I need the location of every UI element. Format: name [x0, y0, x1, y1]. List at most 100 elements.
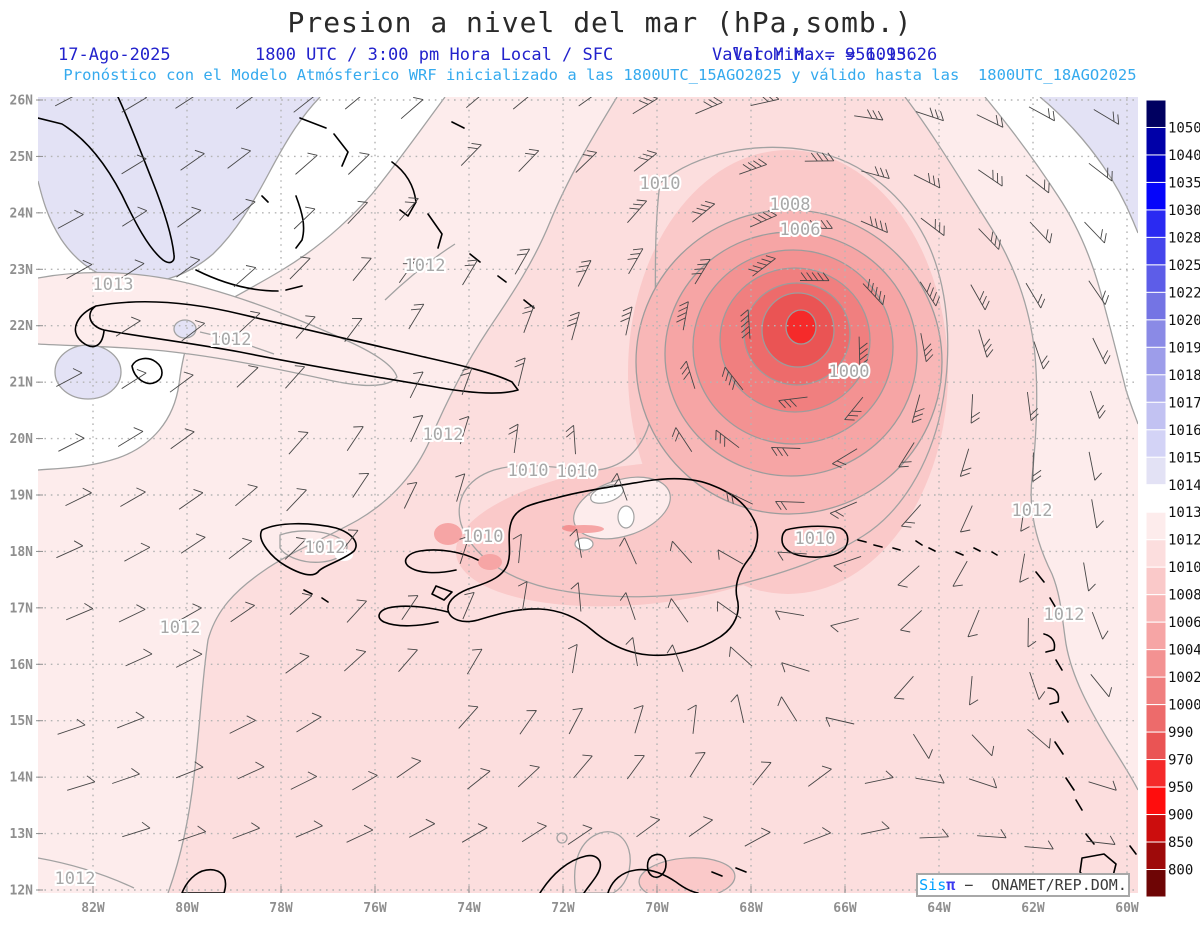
- wind-barb: [627, 248, 644, 275]
- wind-barb: [632, 97, 658, 115]
- wind-barb: [566, 311, 580, 341]
- wind-barb: [346, 426, 364, 451]
- wind-barb: [178, 825, 207, 842]
- wind-barb: [54, 97, 74, 107]
- wind-barb: [290, 771, 318, 790]
- contour-1012-sw: [38, 857, 135, 889]
- wind-barb: [459, 535, 470, 564]
- wind-barb: [897, 565, 920, 588]
- wind-barb: [121, 97, 147, 113]
- wind-barb: [978, 228, 1001, 250]
- wind-barb: [512, 97, 529, 110]
- lon-label: 78W: [269, 901, 293, 916]
- watermark-box: Sisπ − ONAMET/REP.DOM.: [916, 873, 1130, 897]
- wind-barb: [627, 199, 648, 223]
- wind-barb: [920, 217, 945, 236]
- colorbar-swatch: [1145, 181, 1167, 211]
- wind-barb: [1027, 728, 1051, 749]
- wind-barb: [238, 310, 261, 334]
- colorbar-swatch: [1145, 401, 1167, 431]
- wind-barb: [860, 821, 890, 835]
- wind-barb: [235, 484, 258, 507]
- wind-barb: [844, 396, 864, 421]
- model-init-line: Pronóstico con el Modelo Atmósferico WRF…: [63, 66, 1137, 84]
- colorbar-label: 1028: [1168, 230, 1200, 246]
- wind-barb: [175, 97, 194, 109]
- wind-barb: [898, 442, 915, 468]
- wind-barb: [455, 473, 466, 502]
- region-haiti-deep-1: [434, 523, 462, 545]
- wind-barb: [176, 256, 201, 278]
- colorbar-swatch: [1145, 319, 1167, 348]
- wind-barb: [977, 829, 1007, 839]
- wind-barb: [1090, 674, 1113, 698]
- wind-barb: [633, 705, 644, 734]
- contour-1014-ne: [1039, 97, 1138, 234]
- wind-barb: [121, 154, 147, 175]
- contour-1014-nw: [38, 97, 321, 284]
- wind-barb: [969, 676, 979, 706]
- wind-barb: [959, 505, 973, 533]
- wind-barb: [967, 609, 980, 638]
- colorbar-label: 1000: [1168, 698, 1200, 714]
- colorbar-label: 1025: [1168, 258, 1200, 274]
- wind-barb: [519, 710, 537, 735]
- wind-barb: [717, 549, 744, 565]
- lat-label: 14N: [10, 771, 34, 786]
- wind-barb: [1029, 671, 1046, 700]
- wind-barb: [1091, 611, 1109, 640]
- wind-barb: [293, 206, 316, 230]
- region-1014-nw: [38, 97, 320, 283]
- contour-label: 1012: [305, 538, 346, 558]
- wind-barb: [177, 206, 202, 228]
- wind-barb: [293, 97, 314, 113]
- wind-barb: [715, 429, 740, 449]
- colorbar-label: 1022: [1168, 285, 1200, 301]
- wind-barb: [461, 823, 488, 843]
- wind-barb: [971, 734, 995, 757]
- colorbar-label: 1002: [1168, 670, 1200, 686]
- colorbar-swatch: [1145, 456, 1167, 486]
- wind-barb: [517, 764, 540, 788]
- wind-barb: [352, 770, 378, 791]
- contour-1012-ne: [904, 97, 1138, 791]
- wind-barb: [1027, 617, 1037, 648]
- wind-barb: [346, 599, 367, 623]
- colorbar-swatch: [1145, 264, 1167, 293]
- wind-barb: [339, 529, 359, 554]
- wind-barb: [1092, 337, 1111, 365]
- wind-barb: [176, 603, 202, 623]
- wind-barb: [408, 303, 425, 330]
- wind-barb: [119, 259, 145, 280]
- lat-label: 15N: [10, 714, 34, 729]
- colorbar-label: 1018: [1168, 368, 1200, 384]
- wind-barb: [976, 114, 1004, 128]
- coastline-0: [38, 97, 175, 264]
- wind-barb: [688, 816, 713, 837]
- wind-barb: [911, 394, 925, 424]
- wind-barb: [669, 540, 693, 564]
- wind-barb: [829, 501, 857, 519]
- wind-barb: [729, 646, 753, 667]
- wind-barb: [1033, 341, 1050, 370]
- colorbar-label: 950: [1168, 780, 1193, 796]
- colorbar-label: 1012: [1168, 533, 1200, 549]
- wind-barb: [125, 648, 153, 667]
- region-1013-pocket-cuba: [38, 272, 397, 386]
- wind-barb: [978, 329, 994, 358]
- wind-barb: [1083, 562, 1096, 592]
- wind-barb: [514, 357, 526, 387]
- wind-barb: [568, 707, 583, 735]
- colorbar-swatch: [1145, 704, 1167, 733]
- wind-barb: [56, 540, 84, 559]
- wind-barb: [803, 827, 831, 844]
- wind-barb: [57, 209, 84, 229]
- contour-label: 1000: [829, 362, 870, 382]
- colorbar-swatch: [1145, 484, 1167, 513]
- wind-barb: [691, 258, 711, 285]
- colorbar-label: 800: [1168, 863, 1193, 879]
- wind-barb: [774, 610, 805, 620]
- colorbar-label: 1019: [1168, 340, 1200, 356]
- wind-barb: [56, 368, 83, 387]
- colorbar-label: 1017: [1168, 395, 1200, 411]
